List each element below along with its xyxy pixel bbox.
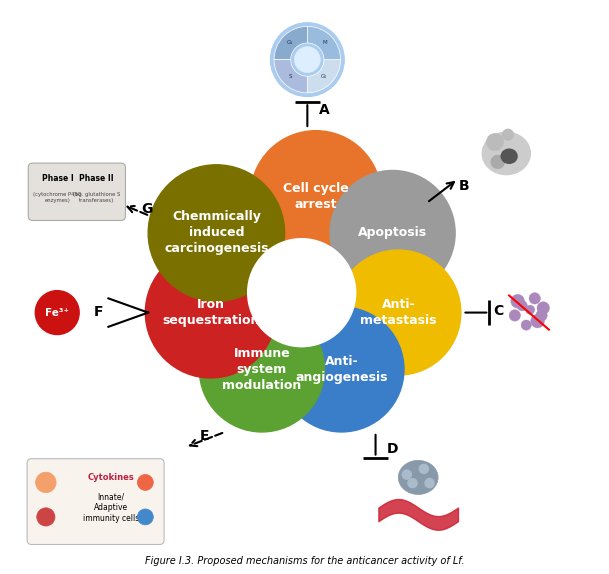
Circle shape xyxy=(420,464,428,474)
Wedge shape xyxy=(274,26,308,60)
Text: Iron
sequestration: Iron sequestration xyxy=(162,298,259,327)
Circle shape xyxy=(517,301,527,311)
Circle shape xyxy=(408,479,417,488)
Circle shape xyxy=(507,155,523,171)
Circle shape xyxy=(509,310,521,321)
Circle shape xyxy=(148,165,284,301)
Circle shape xyxy=(511,294,524,308)
Circle shape xyxy=(526,305,535,315)
Circle shape xyxy=(146,247,276,378)
Text: G: G xyxy=(141,201,153,216)
Circle shape xyxy=(35,291,79,334)
Ellipse shape xyxy=(482,132,530,174)
Circle shape xyxy=(511,137,524,150)
Text: Cell cycle
arrest: Cell cycle arrest xyxy=(283,181,349,211)
Text: B: B xyxy=(459,179,470,193)
Ellipse shape xyxy=(398,460,438,494)
FancyBboxPatch shape xyxy=(27,459,164,545)
Text: M: M xyxy=(322,40,326,45)
Text: Figure I.3. Proposed mechanisms for the anticancer activity of Lf.: Figure I.3. Proposed mechanisms for the … xyxy=(145,556,464,565)
Circle shape xyxy=(425,479,434,488)
Text: Chemmically
induced
carcinogenesis: Chemmically induced carcinogenesis xyxy=(164,211,269,255)
Circle shape xyxy=(250,131,381,261)
Circle shape xyxy=(403,470,411,479)
Circle shape xyxy=(138,509,153,525)
Circle shape xyxy=(521,320,531,330)
Circle shape xyxy=(487,134,504,150)
Text: Immune
system
modulation: Immune system modulation xyxy=(222,347,301,392)
Text: Phase I: Phase I xyxy=(41,174,73,183)
Text: Anti-
metastasis: Anti- metastasis xyxy=(360,298,437,327)
Text: E: E xyxy=(199,429,209,443)
Text: D: D xyxy=(387,442,398,456)
Circle shape xyxy=(270,23,344,96)
Text: Cytokines: Cytokines xyxy=(88,472,135,482)
Text: G₁: G₁ xyxy=(287,40,294,45)
Wedge shape xyxy=(308,26,340,60)
Circle shape xyxy=(330,170,455,296)
Circle shape xyxy=(536,310,547,321)
Text: (eg. glutathione S
transferases): (eg. glutathione S transferases) xyxy=(72,192,120,203)
Text: A: A xyxy=(319,103,329,117)
Circle shape xyxy=(537,302,549,315)
Wedge shape xyxy=(274,60,308,93)
Circle shape xyxy=(530,315,544,328)
Text: Fe³⁺: Fe³⁺ xyxy=(45,308,69,317)
Text: (cytochrome P450
enzymes): (cytochrome P450 enzymes) xyxy=(33,192,82,203)
Circle shape xyxy=(491,155,505,169)
Circle shape xyxy=(279,307,404,432)
FancyBboxPatch shape xyxy=(28,163,125,220)
Ellipse shape xyxy=(501,149,517,164)
Text: Apoptosis: Apoptosis xyxy=(358,227,427,239)
Text: C: C xyxy=(493,304,504,318)
Circle shape xyxy=(294,46,320,72)
Wedge shape xyxy=(308,60,340,93)
Circle shape xyxy=(529,293,540,304)
Circle shape xyxy=(37,508,55,526)
Text: G₂: G₂ xyxy=(321,74,328,79)
Text: Phase II: Phase II xyxy=(79,174,113,183)
Circle shape xyxy=(248,239,356,347)
Circle shape xyxy=(35,472,56,492)
Circle shape xyxy=(199,307,325,432)
Text: S: S xyxy=(289,74,292,79)
Circle shape xyxy=(502,129,513,140)
Text: Anti-
angiogenesis: Anti- angiogenesis xyxy=(295,355,388,384)
Circle shape xyxy=(336,250,461,375)
Circle shape xyxy=(138,475,153,490)
Text: F: F xyxy=(94,305,104,319)
Text: Innate/
Adaptive
immunity cells: Innate/ Adaptive immunity cells xyxy=(83,493,139,522)
